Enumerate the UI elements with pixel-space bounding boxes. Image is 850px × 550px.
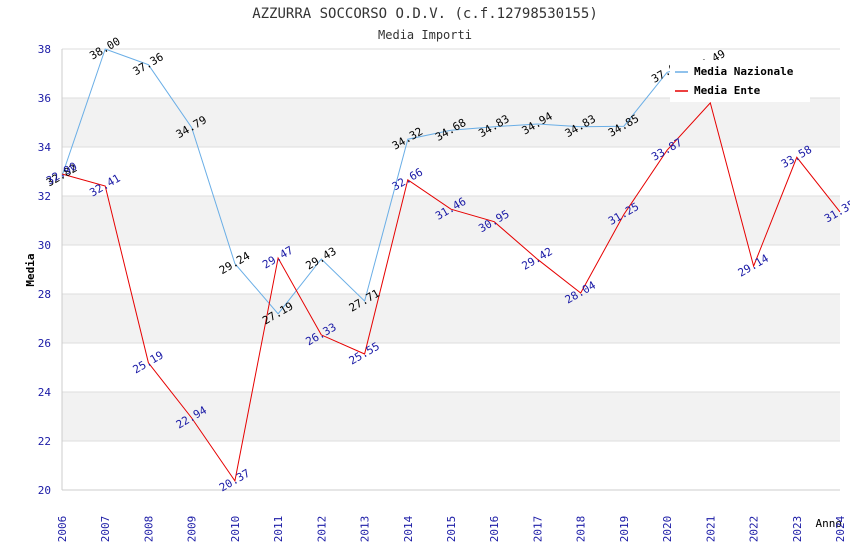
x-ticks: 2006 2007 2008 2009 2010 2011 2012 2013 2014 2015… (56, 515, 847, 542)
x-tick-label: 2013 (359, 516, 372, 543)
y-ticks: 20 22 24 26 28 30 32 34 36 38 (38, 43, 52, 497)
x-tick-label: 2014 (402, 515, 415, 542)
y-tick-label: 36 (38, 92, 51, 105)
y-tick-label: 30 (38, 239, 51, 252)
x-tick-label: 2020 (661, 516, 674, 543)
y-tick-label: 38 (38, 43, 51, 56)
series-lines (61, 48, 841, 483)
grid-band (62, 392, 840, 441)
x-tick-label: 2010 (229, 516, 242, 543)
y-tick-label: 20 (38, 484, 51, 497)
y-tick-label: 26 (38, 337, 51, 350)
grid-bands (62, 98, 840, 441)
legend: Media Nazionale Media Ente (670, 60, 810, 102)
x-tick-label: 2021 (704, 516, 717, 543)
data-label: 29.47 (260, 244, 295, 272)
data-label: 29.43 (303, 245, 338, 273)
x-tick-label: 2022 (748, 516, 761, 543)
x-tick-label: 2015 (445, 516, 458, 543)
data-label: 38.00 (87, 35, 122, 63)
gridlines (61, 48, 840, 491)
x-tick-label: 2019 (618, 516, 631, 543)
y-tick-label: 24 (38, 386, 52, 399)
x-tick-label: 2024 (834, 515, 847, 542)
y-tick-label: 32 (38, 190, 51, 203)
chart-title: AZZURRA SOCCORSO O.D.V. (c.f.12798530155… (252, 6, 598, 22)
x-tick-label: 2008 (142, 516, 155, 543)
grid-band (62, 294, 840, 343)
data-label: 29.24 (217, 249, 253, 277)
x-tick-label: 2011 (272, 516, 285, 543)
x-axis-label: Anno (816, 517, 843, 530)
data-label: 32.41 (87, 172, 122, 200)
x-tick-label: 2018 (575, 516, 588, 543)
chart-subtitle: Media Importi (378, 28, 472, 42)
y-tick-label: 34 (38, 141, 52, 154)
legend-label-nazionale: Media Nazionale (694, 65, 794, 78)
x-tick-label: 2007 (99, 516, 112, 543)
y-tick-label: 22 (38, 435, 51, 448)
grid-band (62, 98, 840, 147)
data-label: 32.66 (390, 165, 425, 193)
data-label: 29.14 (736, 252, 772, 280)
y-tick-label: 28 (38, 288, 51, 301)
x-tick-label: 2012 (315, 516, 328, 543)
series-line-1 (61, 101, 841, 483)
series-line-0 (61, 48, 711, 315)
grid-band (62, 196, 840, 245)
data-label: 25.55 (347, 340, 382, 368)
x-tick-label: 2009 (186, 516, 199, 543)
x-tick-label: 2016 (488, 516, 501, 543)
legend-label-ente: Media Ente (694, 84, 761, 97)
data-label: 37.36 (131, 50, 166, 78)
x-tick-label: 2023 (791, 516, 804, 543)
data-label: 25.19 (131, 349, 166, 377)
x-tick-label: 2006 (56, 516, 69, 543)
y-axis-label: Media (24, 253, 37, 286)
x-tick-label: 2017 (531, 516, 544, 543)
legend-box (670, 60, 810, 102)
